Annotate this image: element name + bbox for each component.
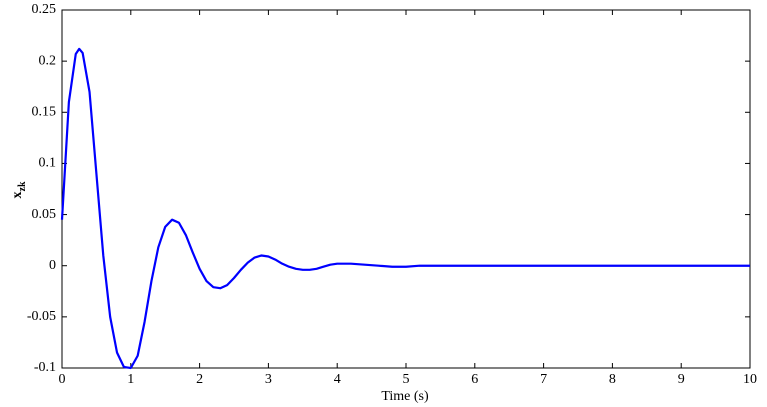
- x-tick-label: 1: [127, 372, 134, 387]
- y-tick-label: 0.1: [39, 156, 57, 171]
- x-tick-label: 4: [334, 372, 341, 387]
- x-tick-label: 8: [609, 372, 616, 387]
- y-tick-label: 0: [49, 258, 56, 273]
- y-tick-label: 0.15: [32, 105, 57, 120]
- y-tick-label: 0.05: [32, 207, 57, 222]
- y-axis-label-main: x: [10, 192, 25, 199]
- y-axis-label: xzk: [10, 181, 28, 198]
- x-axis-label: Time (s): [381, 389, 429, 404]
- y-axis-label-sub: zk: [17, 181, 28, 191]
- x-tick-label: 10: [743, 372, 757, 387]
- plot-frame: [61, 9, 751, 369]
- y-tick-label: 0.25: [32, 2, 57, 17]
- y-tick-label: -0.1: [34, 360, 56, 375]
- x-tick-label: 0: [59, 372, 66, 387]
- x-tick-label: 2: [196, 372, 203, 387]
- y-tick-label: -0.05: [27, 309, 56, 324]
- x-tick-label: 6: [471, 372, 478, 387]
- x-tick-label: 9: [678, 372, 685, 387]
- x-tick-label: 7: [540, 372, 547, 387]
- x-tick-label: 3: [265, 372, 272, 387]
- data-line: [60, 47, 750, 370]
- y-tick-label: 0.2: [39, 53, 57, 68]
- x-tick-label: 5: [403, 372, 410, 387]
